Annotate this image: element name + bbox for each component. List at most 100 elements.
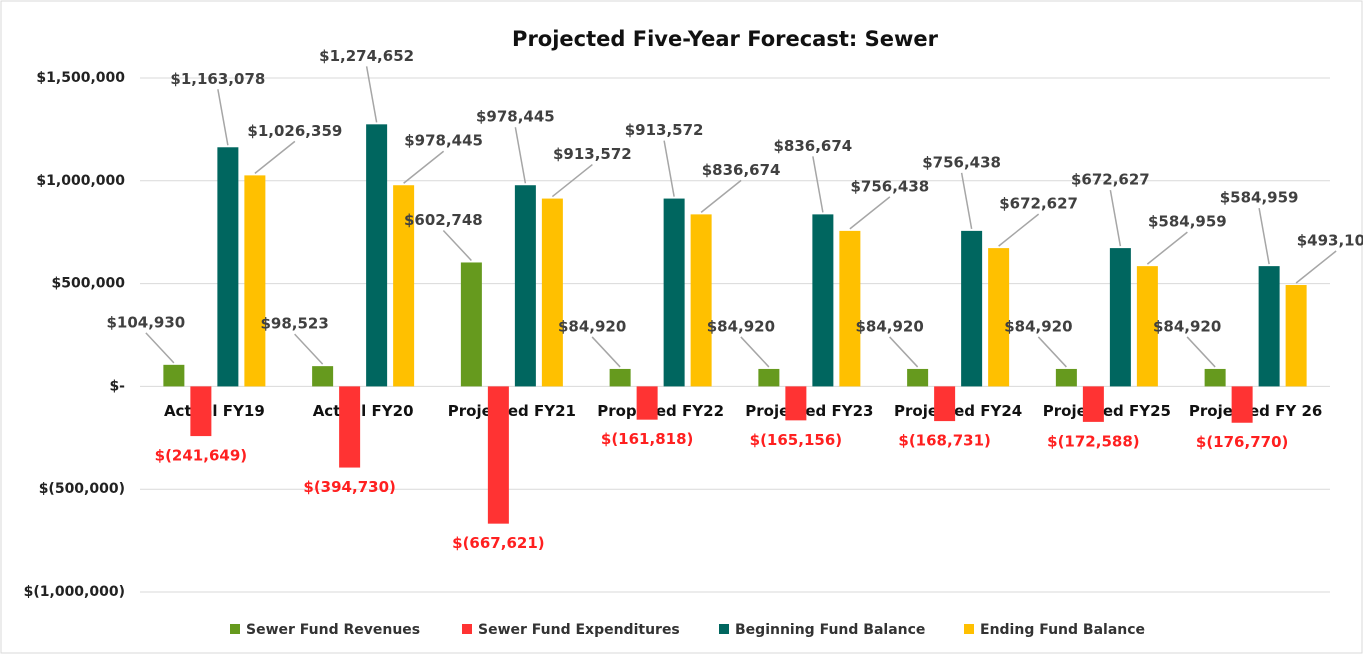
- data-label: $84,920: [558, 317, 626, 335]
- x-tick-label: Proposed FY22: [597, 402, 724, 420]
- leader-line: [1109, 189, 1122, 247]
- bar: [907, 368, 929, 387]
- data-label: $584,959: [1148, 213, 1227, 231]
- bar: [1082, 386, 1104, 422]
- data-label: $1,163,078: [170, 70, 265, 88]
- bar: [988, 248, 1010, 387]
- bar: [244, 175, 266, 387]
- leader-line: [1295, 250, 1337, 284]
- data-label: $84,920: [855, 317, 923, 335]
- y-tick-label: $(1,000,000): [24, 584, 125, 600]
- legend-label: Ending Fund Balance: [980, 622, 1145, 638]
- x-tick-label: Projected FY 26: [1189, 402, 1322, 420]
- data-label: $672,627: [999, 195, 1078, 213]
- bar: [758, 368, 780, 387]
- bar: [393, 185, 415, 387]
- legend-swatch: [964, 624, 974, 634]
- bar: [541, 198, 563, 387]
- data-label: $602,748: [404, 211, 483, 229]
- data-label: $672,627: [1071, 171, 1150, 189]
- data-label: $978,445: [404, 132, 483, 150]
- leader-line: [700, 179, 742, 213]
- bar: [190, 386, 212, 437]
- data-label: $493,109: [1297, 232, 1363, 250]
- bar: [839, 230, 861, 387]
- legend-label: Sewer Fund Revenues: [246, 622, 420, 638]
- bar: [312, 366, 334, 387]
- bar: [487, 386, 509, 524]
- bar: [934, 386, 956, 422]
- data-label: $756,438: [850, 177, 929, 195]
- leader-line: [1037, 336, 1067, 368]
- data-label: $(667,621): [452, 534, 544, 552]
- bar: [1231, 386, 1253, 423]
- leader-line: [1258, 208, 1270, 265]
- leader-line: [740, 336, 770, 368]
- bar: [1285, 285, 1307, 387]
- leader-line: [254, 140, 296, 174]
- bar: [1258, 266, 1280, 387]
- data-label: $(394,730): [303, 478, 395, 496]
- leader-line: [365, 66, 378, 123]
- bar: [339, 386, 361, 468]
- x-tick-label: Actual FY20: [313, 402, 414, 420]
- bar: [636, 386, 658, 420]
- x-tick-label: Projected FY24: [894, 402, 1022, 420]
- bar: [690, 214, 712, 387]
- data-label: $913,572: [553, 145, 632, 163]
- legend-label: Sewer Fund Expenditures: [478, 622, 680, 638]
- bar: [366, 124, 388, 387]
- data-label: $1,274,652: [319, 47, 414, 65]
- leader-line: [1186, 336, 1216, 368]
- data-label: $913,572: [625, 121, 704, 139]
- bar: [961, 230, 983, 387]
- leader-line: [663, 140, 675, 197]
- bar: [1055, 368, 1077, 387]
- data-label: $(172,588): [1047, 432, 1139, 450]
- data-label: $584,959: [1220, 189, 1299, 207]
- data-label: $836,674: [773, 137, 852, 155]
- data-label: $98,523: [260, 315, 328, 333]
- leader-line: [442, 229, 472, 261]
- leader-line: [145, 332, 175, 364]
- data-label: $(241,649): [155, 447, 247, 465]
- leader-line: [217, 89, 229, 146]
- data-label: $(161,818): [601, 430, 693, 448]
- bar: [1136, 266, 1158, 387]
- x-tick-label: Projected FY25: [1043, 402, 1171, 420]
- bar: [514, 185, 536, 387]
- x-tick-label: Actual FY19: [164, 402, 265, 420]
- bar: [812, 214, 834, 387]
- leader-line: [403, 150, 445, 184]
- chart-title: Projected Five-Year Forecast: Sewer: [512, 27, 939, 51]
- x-tick-label: Projected FY23: [745, 402, 873, 420]
- leader-line: [591, 336, 621, 368]
- y-tick-label: $(500,000): [39, 481, 125, 497]
- bar: [1109, 248, 1131, 387]
- data-label: $104,930: [106, 313, 185, 331]
- bar: [163, 364, 185, 387]
- data-label: $84,920: [1004, 317, 1072, 335]
- bar: [1204, 368, 1226, 387]
- y-tick-label: $500,000: [51, 276, 125, 292]
- leader-line: [514, 127, 527, 184]
- data-label: $(165,156): [750, 431, 842, 449]
- bar: [460, 262, 482, 387]
- legend-swatch: [719, 624, 729, 634]
- legend-swatch: [462, 624, 472, 634]
- leader-line: [812, 156, 824, 213]
- leader-line: [998, 213, 1040, 247]
- y-tick-label: $1,000,000: [36, 173, 125, 189]
- data-label: $(168,731): [898, 432, 990, 450]
- data-label: $978,445: [476, 108, 555, 126]
- bar: [609, 368, 631, 387]
- data-label: $1,026,359: [247, 122, 342, 140]
- bar: [785, 386, 807, 421]
- bar: [663, 198, 685, 387]
- data-label: $756,438: [922, 153, 1001, 171]
- leader-line: [849, 196, 891, 230]
- data-label: $84,920: [1153, 317, 1221, 335]
- legend-label: Beginning Fund Balance: [735, 622, 925, 638]
- leader-line: [1146, 231, 1188, 265]
